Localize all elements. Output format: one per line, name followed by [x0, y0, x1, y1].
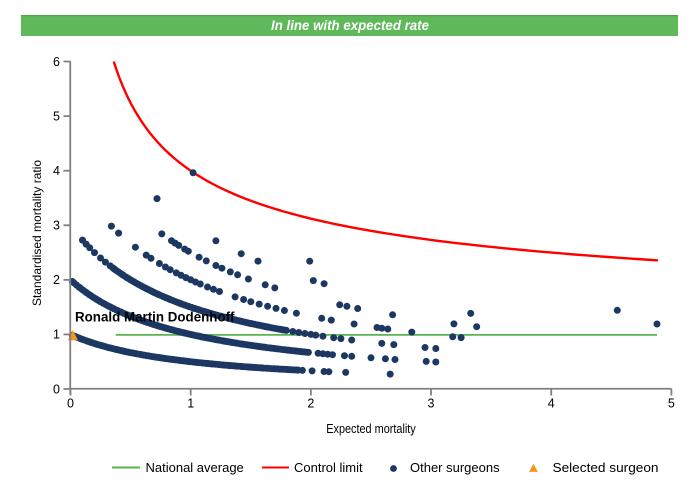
svg-text:Standardised mortality ratio: Standardised mortality ratio	[30, 160, 44, 306]
svg-text:4: 4	[548, 397, 555, 411]
svg-text:National average: National average	[146, 460, 244, 475]
svg-text:Ronald Martin Dodenhoff: Ronald Martin Dodenhoff	[75, 310, 235, 325]
svg-text:5: 5	[668, 397, 675, 411]
svg-text:Control limit: Control limit	[294, 460, 363, 475]
svg-text:In line with expected rate: In line with expected rate	[271, 18, 429, 33]
svg-text:3: 3	[53, 219, 60, 233]
svg-text:4: 4	[53, 164, 60, 178]
svg-text:0: 0	[53, 382, 60, 396]
svg-text:6: 6	[53, 55, 60, 69]
svg-text:Other surgeons: Other surgeons	[410, 460, 500, 475]
svg-text:1: 1	[53, 328, 60, 342]
svg-text:Expected mortality: Expected mortality	[326, 422, 416, 436]
svg-text:3: 3	[428, 397, 435, 411]
svg-text:2: 2	[53, 273, 60, 287]
svg-text:5: 5	[53, 109, 60, 123]
svg-text:1: 1	[187, 397, 194, 411]
svg-text:0: 0	[67, 397, 74, 411]
svg-text:2: 2	[307, 397, 314, 411]
svg-text:Selected surgeon: Selected surgeon	[553, 460, 659, 475]
